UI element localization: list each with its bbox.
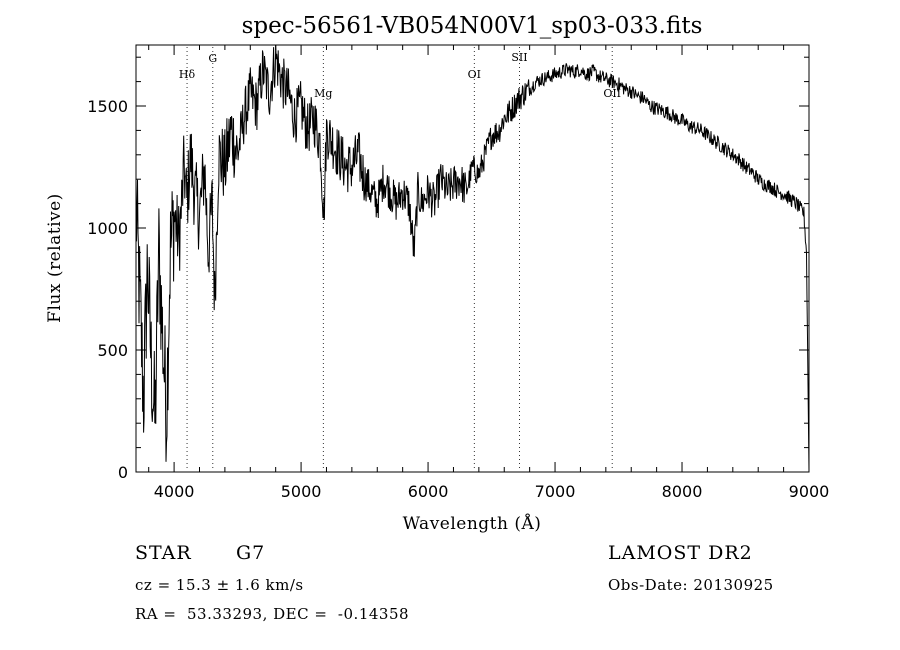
x-tick-label: 8000 xyxy=(662,482,703,501)
axis-ticks xyxy=(136,45,810,473)
survey-name: LAMOST DR2 xyxy=(608,542,753,564)
redshift-info: cz = 15.3 ± 1.6 km/s xyxy=(135,576,304,594)
x-axis-label: Wavelength (Å) xyxy=(403,513,542,534)
spectral-line-label: OI xyxy=(468,68,481,81)
y-tick-label: 1000 xyxy=(87,219,128,238)
x-tick-label: 4000 xyxy=(154,482,195,501)
spectral-line-label: SII xyxy=(511,51,527,64)
x-tick-label: 5000 xyxy=(281,482,322,501)
spectral-line-label: G xyxy=(208,52,217,65)
chart-title: spec-56561-VB054N00V1_sp03-033.fits xyxy=(242,13,703,39)
spectrum-line xyxy=(135,44,810,473)
axis-tick-labels: 4000 5000 6000 7000 8000 9000 0 500 1000 1500 xyxy=(87,97,829,501)
x-tick-label: 7000 xyxy=(535,482,576,501)
y-tick-label: 0 xyxy=(118,463,128,482)
y-tick-label: 500 xyxy=(97,341,128,360)
object-class: STAR xyxy=(135,542,192,564)
y-axis-label: Flux (relative) xyxy=(45,193,65,323)
spectral-line-label: Hδ xyxy=(179,68,196,81)
spectral-line-label: OII xyxy=(603,87,621,100)
spectral-line-label: Mg xyxy=(314,87,332,100)
y-tick-label: 1500 xyxy=(87,97,128,116)
plot-frame xyxy=(135,44,810,473)
line-markers: Hδ G Mg OI SII OII xyxy=(179,47,621,470)
observation-date: Obs-Date: 20130925 xyxy=(608,576,774,594)
x-tick-label: 9000 xyxy=(789,482,830,501)
spectral-subclass: G7 xyxy=(236,542,266,564)
x-tick-label: 6000 xyxy=(408,482,449,501)
coordinates: RA = 53.33293, DEC = -0.14358 xyxy=(135,605,410,623)
